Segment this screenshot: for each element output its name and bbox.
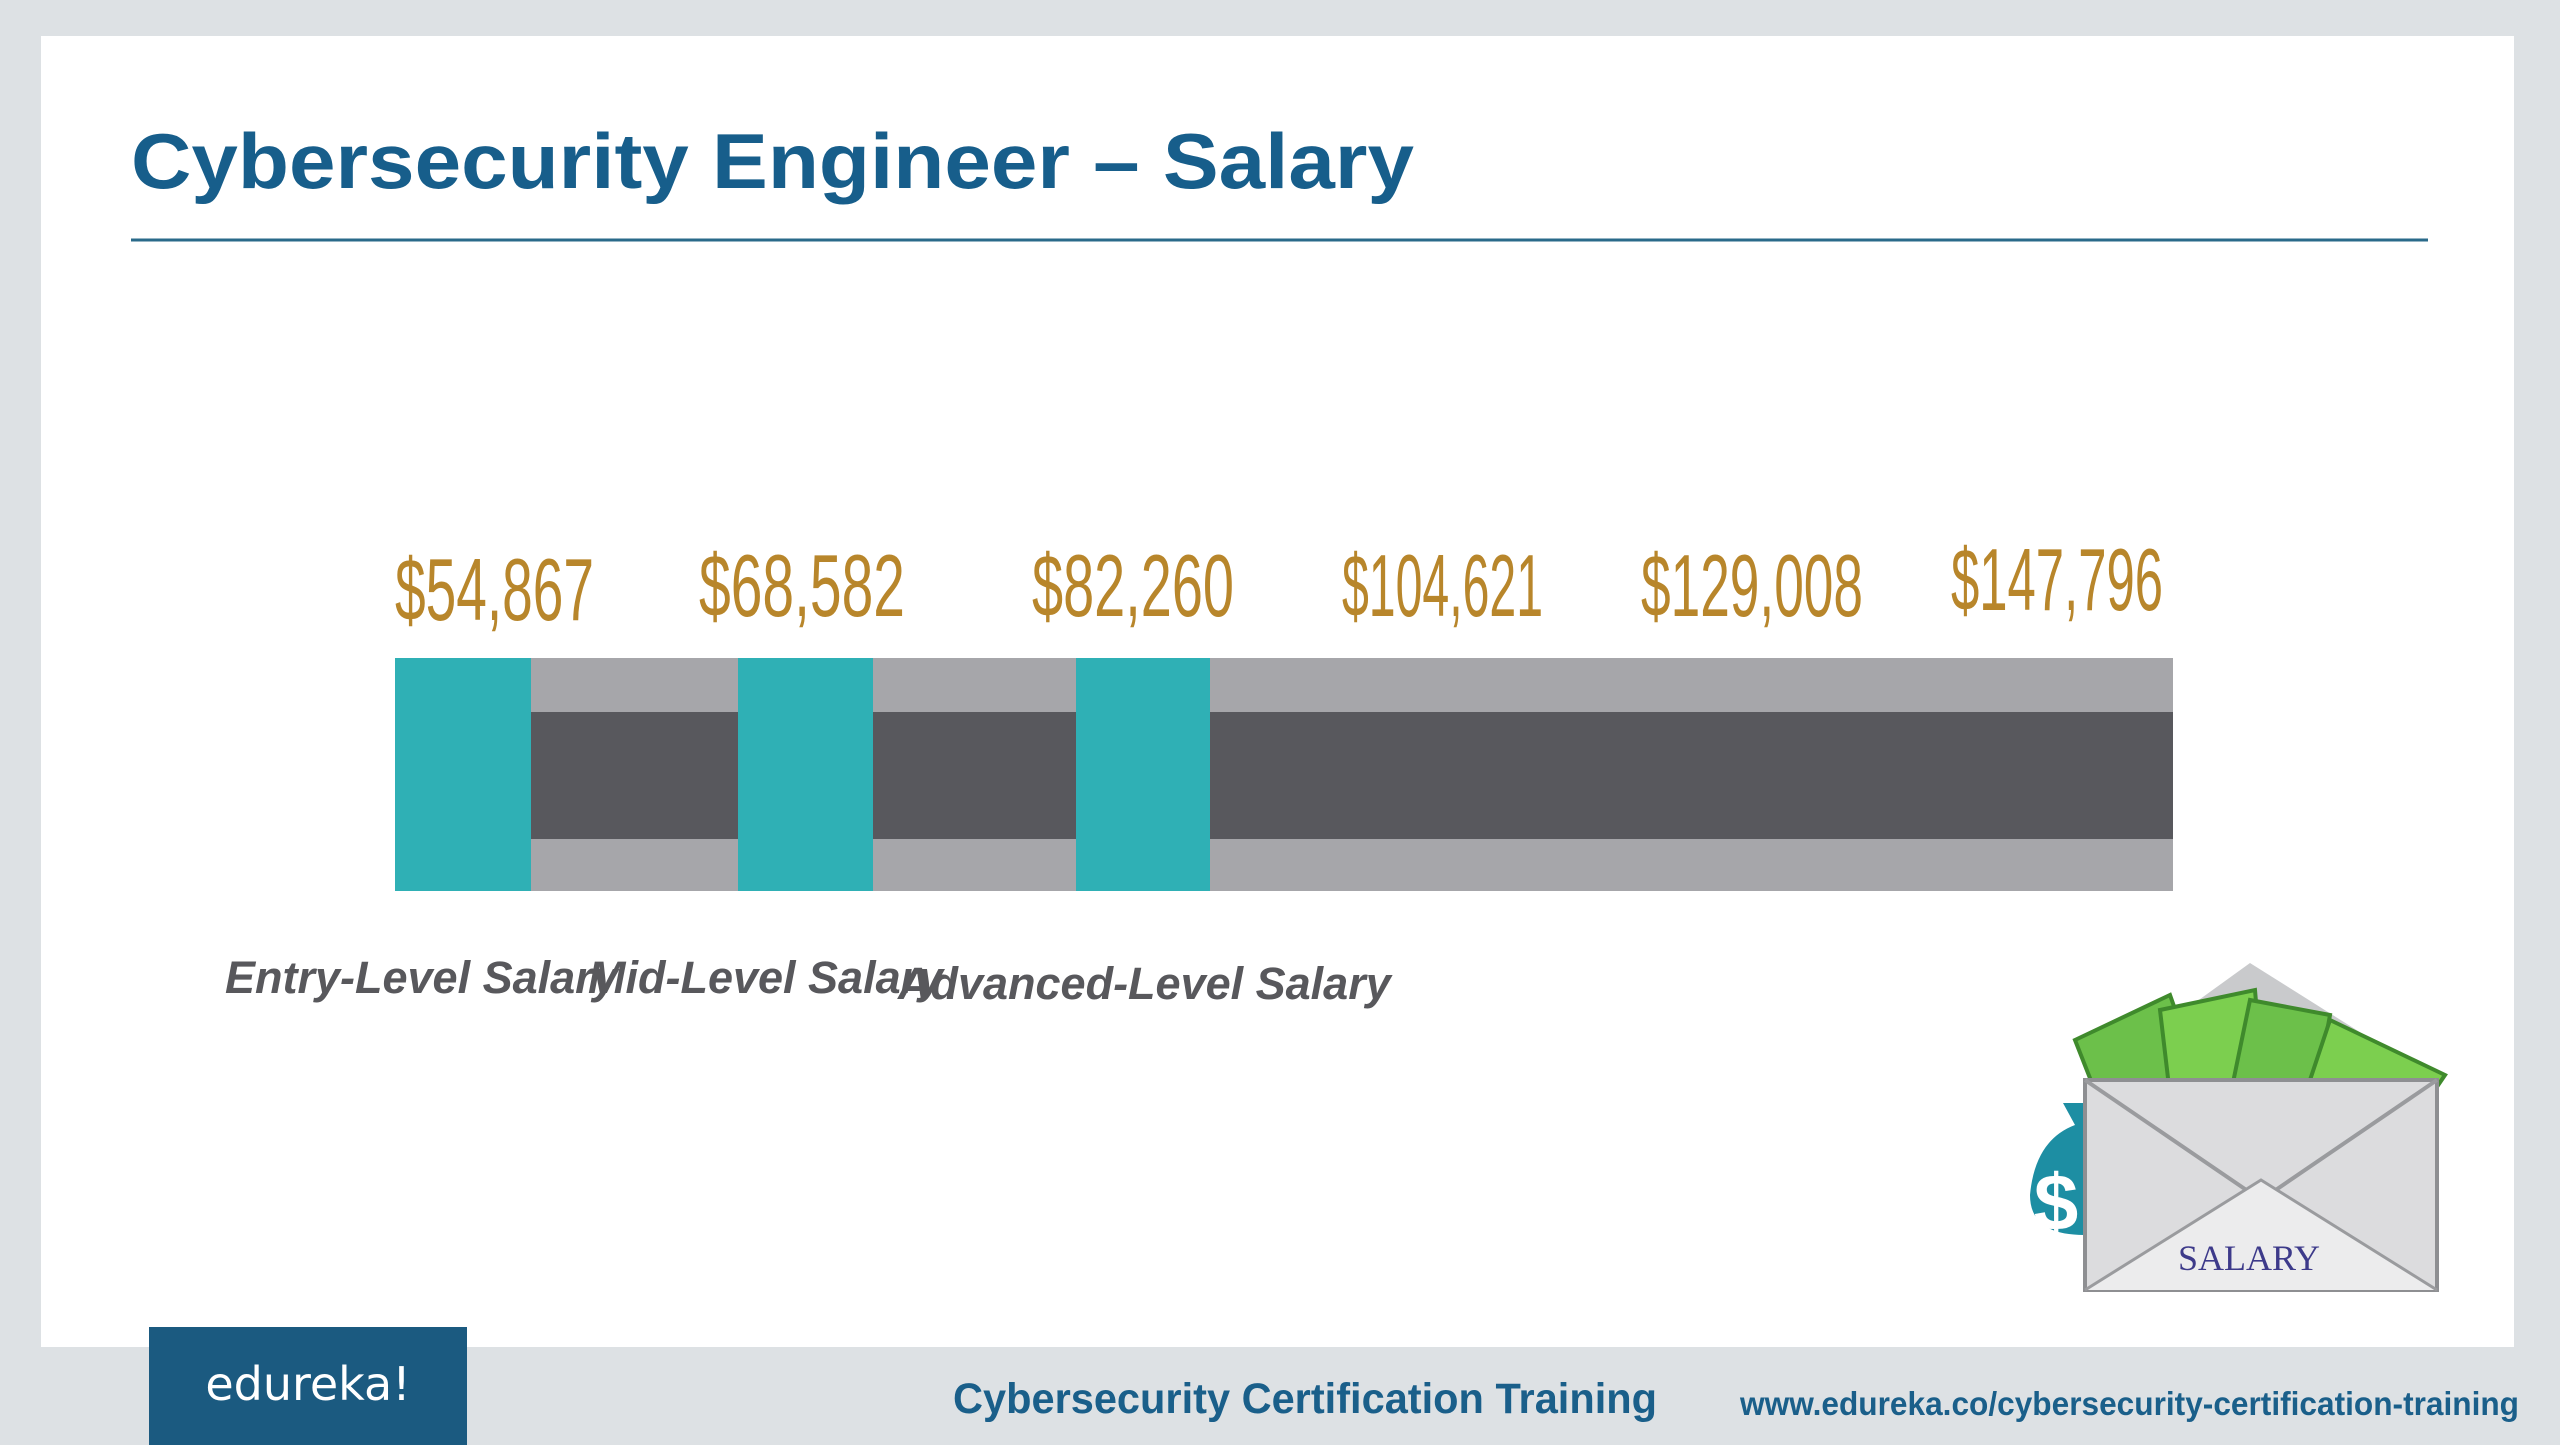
- level-marker: [395, 658, 531, 891]
- logo-box: [149, 1327, 467, 1445]
- level-label: Entry-Level Salary: [225, 952, 620, 1003]
- salary-label: $104,621: [1342, 536, 1543, 635]
- level-marker: [738, 658, 873, 891]
- salary-label: $147,796: [1951, 530, 2163, 629]
- envelope-fold: [2084, 1178, 2438, 1292]
- level-label: Advanced-Level Salary: [897, 958, 1393, 1009]
- salary-illustration: $ SALARY: [2030, 963, 2448, 1292]
- level-marker: [1076, 658, 1210, 891]
- footer-url: www.edureka.co/cybersecurity-certificati…: [1739, 1385, 2519, 1422]
- course-name: Cybersecurity Certification Training: [953, 1375, 1657, 1423]
- salary-label: $54,867: [395, 540, 594, 639]
- salary-label: $129,008: [1641, 536, 1863, 635]
- level-label: Mid-Level Salary: [588, 952, 945, 1003]
- envelope-label: SALARY: [2178, 1238, 2320, 1278]
- title: Cybersecurity Engineer – Salary: [131, 117, 1414, 205]
- salary-label: $82,260: [1032, 536, 1234, 635]
- logo: edureka!: [205, 1357, 410, 1411]
- salary-label: $68,582: [699, 536, 905, 635]
- bag-symbol: $: [2034, 1158, 2079, 1247]
- salary-bar-band: [395, 712, 2173, 839]
